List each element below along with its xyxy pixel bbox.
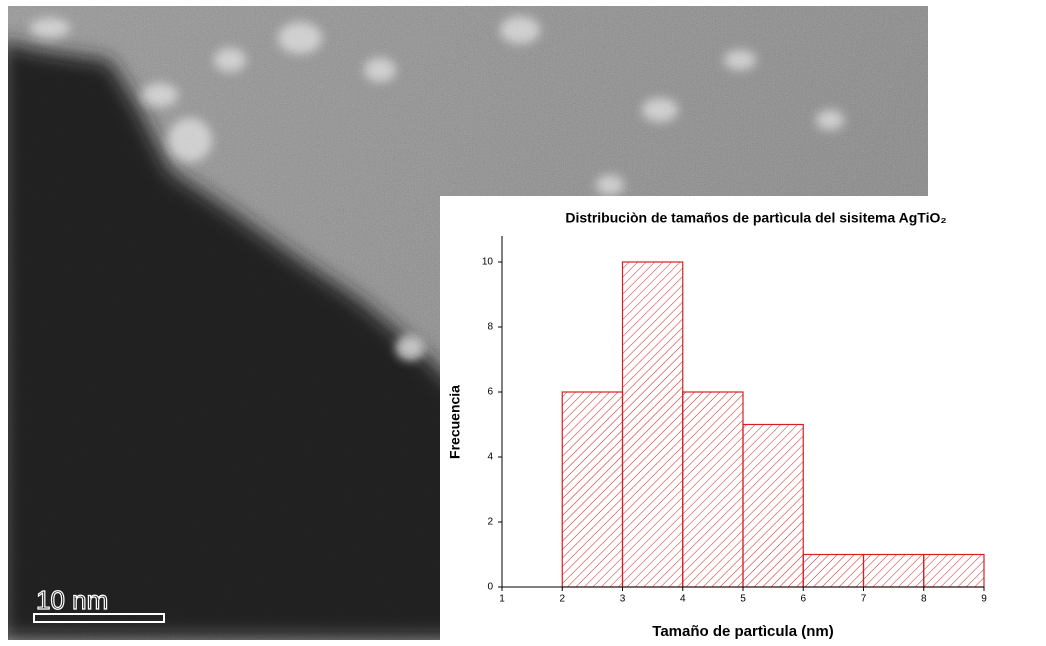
y-tick-label: 8 (487, 322, 493, 333)
bar (683, 392, 743, 587)
scale-bar-label: 10 nm (36, 585, 108, 615)
x-tick-label: 5 (740, 594, 746, 605)
bar (864, 555, 924, 588)
x-tick-label: 1 (499, 594, 505, 605)
x-axis-label: Tamaño de partìcula (nm) (652, 623, 833, 640)
bar (924, 555, 984, 588)
y-tick-label: 6 (487, 387, 493, 398)
x-tick-label: 4 (680, 594, 686, 605)
x-tick-label: 3 (620, 594, 626, 605)
chart-title: Distribuciòn de tamaños de partìcula del… (565, 210, 946, 226)
x-tick-label: 6 (800, 594, 806, 605)
y-tick-label: 4 (487, 452, 493, 463)
bar (803, 555, 863, 588)
x-tick-label: 8 (921, 594, 927, 605)
y-tick-label: 0 (487, 582, 493, 593)
y-tick-label: 2 (487, 517, 493, 528)
bar (743, 425, 803, 588)
x-tick-label: 7 (861, 594, 867, 605)
y-axis-label: Frecuencia (447, 385, 463, 459)
x-tick-label: 2 (559, 594, 565, 605)
figure: 10 nm Distribuciòn de tamaños de partìcu… (0, 0, 1046, 646)
y-tick-label: 10 (482, 257, 494, 268)
bar (562, 392, 622, 587)
bar (623, 262, 683, 587)
x-tick-label: 9 (981, 594, 987, 605)
